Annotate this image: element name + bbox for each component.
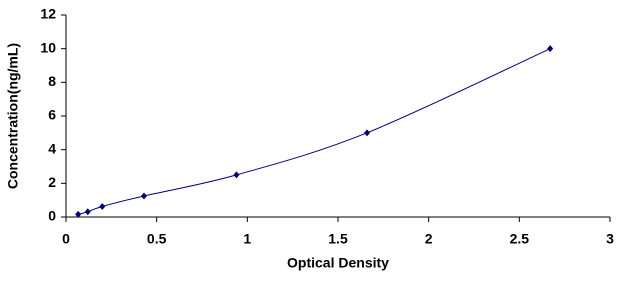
data-point — [75, 210, 82, 218]
y-tick-label: 6 — [48, 107, 56, 123]
x-tick-label: 2.5 — [510, 231, 530, 247]
x-tick-label: 3 — [606, 231, 614, 247]
data-point — [84, 208, 91, 216]
fit-curve — [78, 48, 551, 215]
y-tick-label: 10 — [40, 39, 56, 55]
y-tick-label: 2 — [48, 174, 56, 190]
x-tick-label: 1 — [243, 231, 251, 247]
y-tick-label: 4 — [48, 140, 56, 156]
y-axis-title: Concentration(ng/mL) — [5, 43, 21, 189]
data-point — [547, 45, 554, 53]
y-tick-label: 0 — [48, 208, 56, 224]
x-axis-title: Optical Density — [287, 255, 389, 271]
x-tick-label: 1.5 — [328, 231, 348, 247]
x-tick-label: 0.5 — [147, 231, 167, 247]
data-point — [99, 202, 106, 210]
y-tick-label: 8 — [48, 73, 56, 89]
y-tick-label: 12 — [40, 6, 56, 22]
data-point — [140, 192, 147, 200]
x-tick-label: 0 — [62, 231, 70, 247]
data-point — [364, 129, 371, 137]
data-point — [233, 171, 240, 179]
x-tick-label: 2 — [425, 231, 433, 247]
